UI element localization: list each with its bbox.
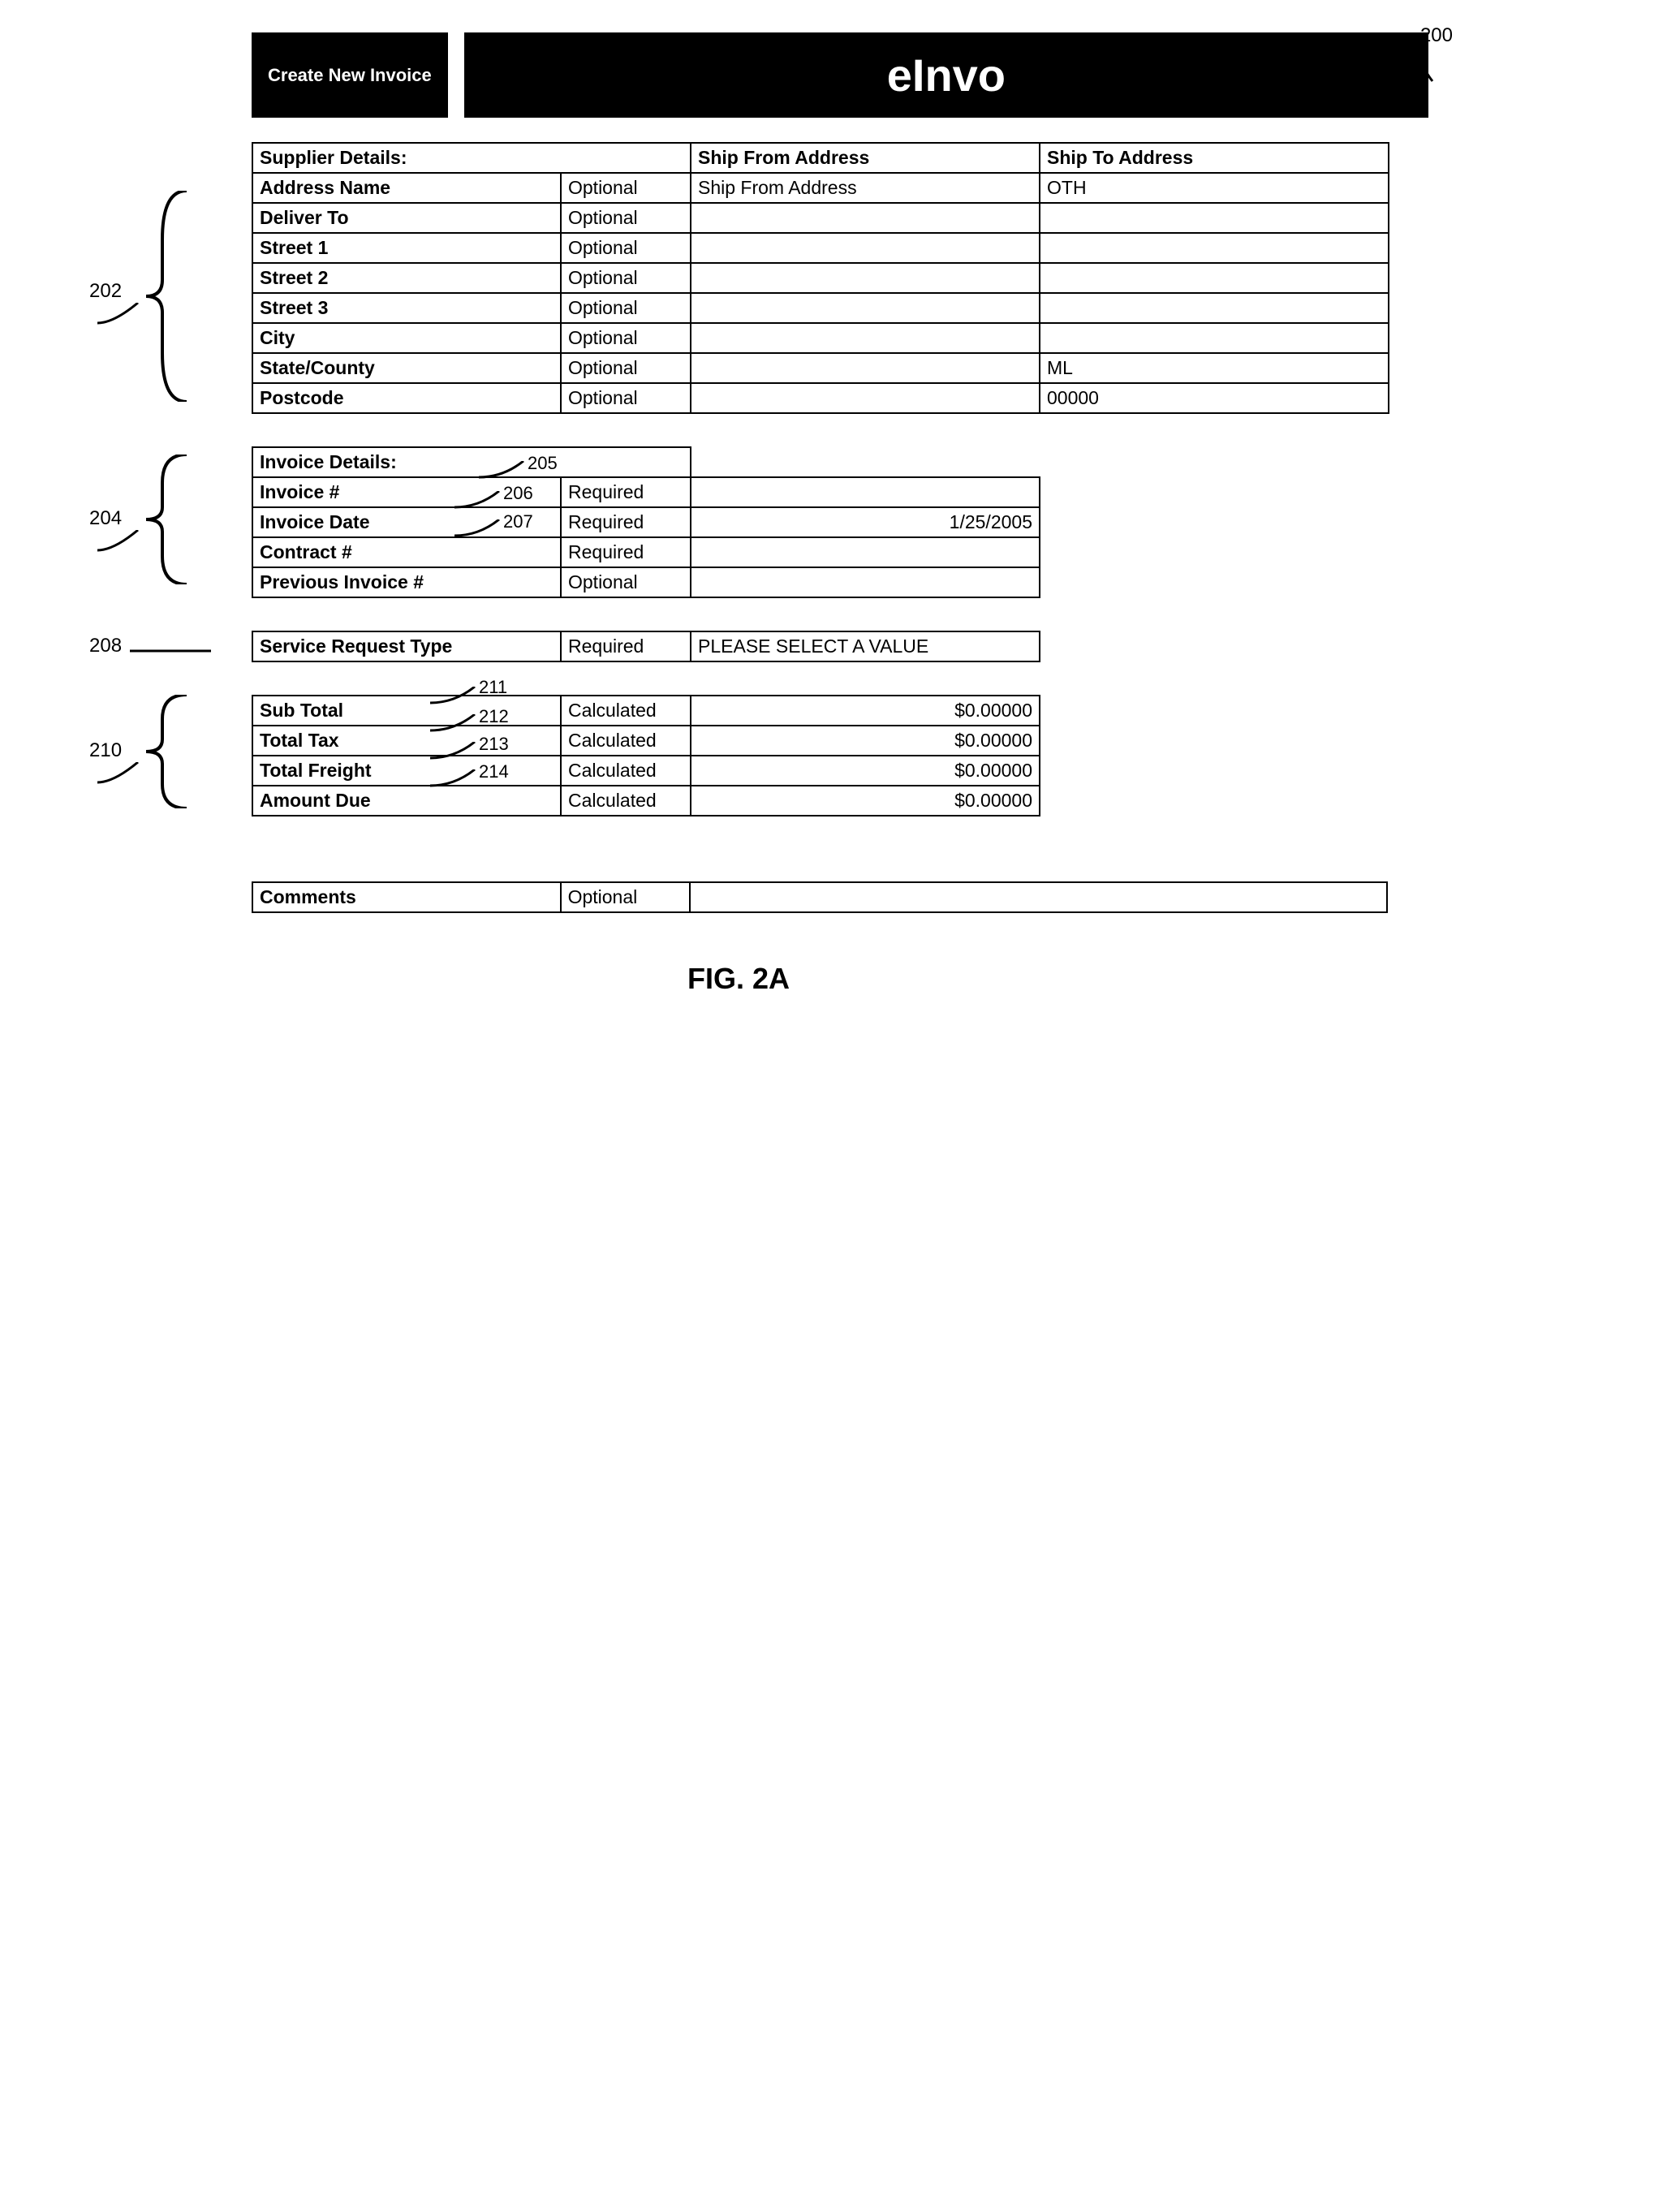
ship-from-field[interactable]	[691, 233, 1040, 263]
callout-212: 212	[479, 706, 509, 727]
invoice-date-field[interactable]: 1/25/2005	[691, 507, 1040, 537]
comments-table: Comments Optional	[252, 881, 1388, 913]
callout-207: 207	[503, 511, 533, 532]
amountdue-value: $0.00000	[691, 786, 1040, 816]
service-request-hint: Required	[561, 631, 691, 661]
table-row: Sub TotalCalculated$0.00000	[252, 696, 1040, 726]
ship-to-field[interactable]	[1040, 293, 1389, 323]
callout-205: 205	[528, 453, 558, 474]
ship-to-field[interactable]	[1040, 263, 1389, 293]
supplier-details-header: Supplier Details:	[252, 143, 691, 173]
comments-label: Comments	[252, 882, 561, 912]
totals-table: Sub TotalCalculated$0.00000 Total TaxCal…	[252, 695, 1040, 816]
table-row: Street 1Optional	[252, 233, 1389, 263]
supplier-callout: 202	[89, 280, 122, 303]
table-row: Street 2Optional	[252, 263, 1389, 293]
table-row: Deliver ToOptional	[252, 203, 1389, 233]
service-request-callout: 208	[89, 635, 122, 657]
table-row: Total TaxCalculated$0.00000	[252, 726, 1040, 756]
figure-label: FIG. 2A	[49, 962, 1428, 996]
comments-hint: Optional	[561, 882, 691, 912]
table-row: Contract #Required	[252, 537, 1040, 567]
ship-to-field[interactable]	[1040, 233, 1389, 263]
totaltax-value: $0.00000	[691, 726, 1040, 756]
service-request-table: Service Request Type Required PLEASE SEL…	[252, 631, 1040, 662]
ship-from-field[interactable]	[691, 203, 1040, 233]
ship-to-field[interactable]: ML	[1040, 353, 1389, 383]
table-row: Invoice DateRequired1/25/2005	[252, 507, 1040, 537]
create-new-invoice-button[interactable]: Create New Invoice	[252, 32, 448, 118]
contract-number-field[interactable]	[691, 537, 1040, 567]
table-row: Street 3Optional	[252, 293, 1389, 323]
ship-from-header: Ship From Address	[691, 143, 1040, 173]
supplier-details-table: Supplier Details: Ship From Address Ship…	[252, 142, 1389, 414]
subtotal-value: $0.00000	[691, 696, 1040, 726]
ship-from-field[interactable]: Ship From Address	[691, 173, 1040, 203]
ship-from-field[interactable]	[691, 293, 1040, 323]
callout-211: 211	[479, 677, 507, 698]
invoice-callout: 204	[89, 507, 122, 530]
invoice-number-field[interactable]	[691, 477, 1040, 507]
service-request-label: Service Request Type	[252, 631, 561, 661]
comments-field[interactable]	[690, 882, 1387, 912]
table-row: Amount DueCalculated$0.00000	[252, 786, 1040, 816]
callout-213: 213	[479, 734, 509, 755]
figure-number: 200	[1420, 24, 1453, 47]
totalfreight-value: $0.00000	[691, 756, 1040, 786]
invoice-details-table: Invoice Details: Invoice #Required Invoi…	[252, 446, 1040, 598]
invoice-details-header: Invoice Details:	[252, 447, 691, 477]
previous-invoice-field[interactable]	[691, 567, 1040, 597]
ship-from-field[interactable]	[691, 263, 1040, 293]
ship-from-field[interactable]	[691, 323, 1040, 353]
table-row: Invoice #Required	[252, 477, 1040, 507]
table-row: CityOptional	[252, 323, 1389, 353]
ship-from-field[interactable]	[691, 353, 1040, 383]
callout-214: 214	[479, 761, 509, 782]
ship-from-field[interactable]	[691, 383, 1040, 413]
totals-callout: 210	[89, 739, 122, 762]
ship-to-field[interactable]	[1040, 323, 1389, 353]
table-row: Total FreightCalculated$0.00000	[252, 756, 1040, 786]
table-row: State/CountyOptionalML	[252, 353, 1389, 383]
service-request-value[interactable]: PLEASE SELECT A VALUE	[691, 631, 1040, 661]
ship-to-field[interactable]	[1040, 203, 1389, 233]
ship-to-field[interactable]: OTH	[1040, 173, 1389, 203]
ship-to-field[interactable]: 00000	[1040, 383, 1389, 413]
ship-to-header: Ship To Address	[1040, 143, 1389, 173]
table-row: PostcodeOptional00000	[252, 383, 1389, 413]
table-row: Previous Invoice #Optional	[252, 567, 1040, 597]
callout-206: 206	[503, 483, 533, 504]
table-row: Address NameOptionalShip From AddressOTH	[252, 173, 1389, 203]
app-banner: eInvo	[464, 32, 1428, 118]
